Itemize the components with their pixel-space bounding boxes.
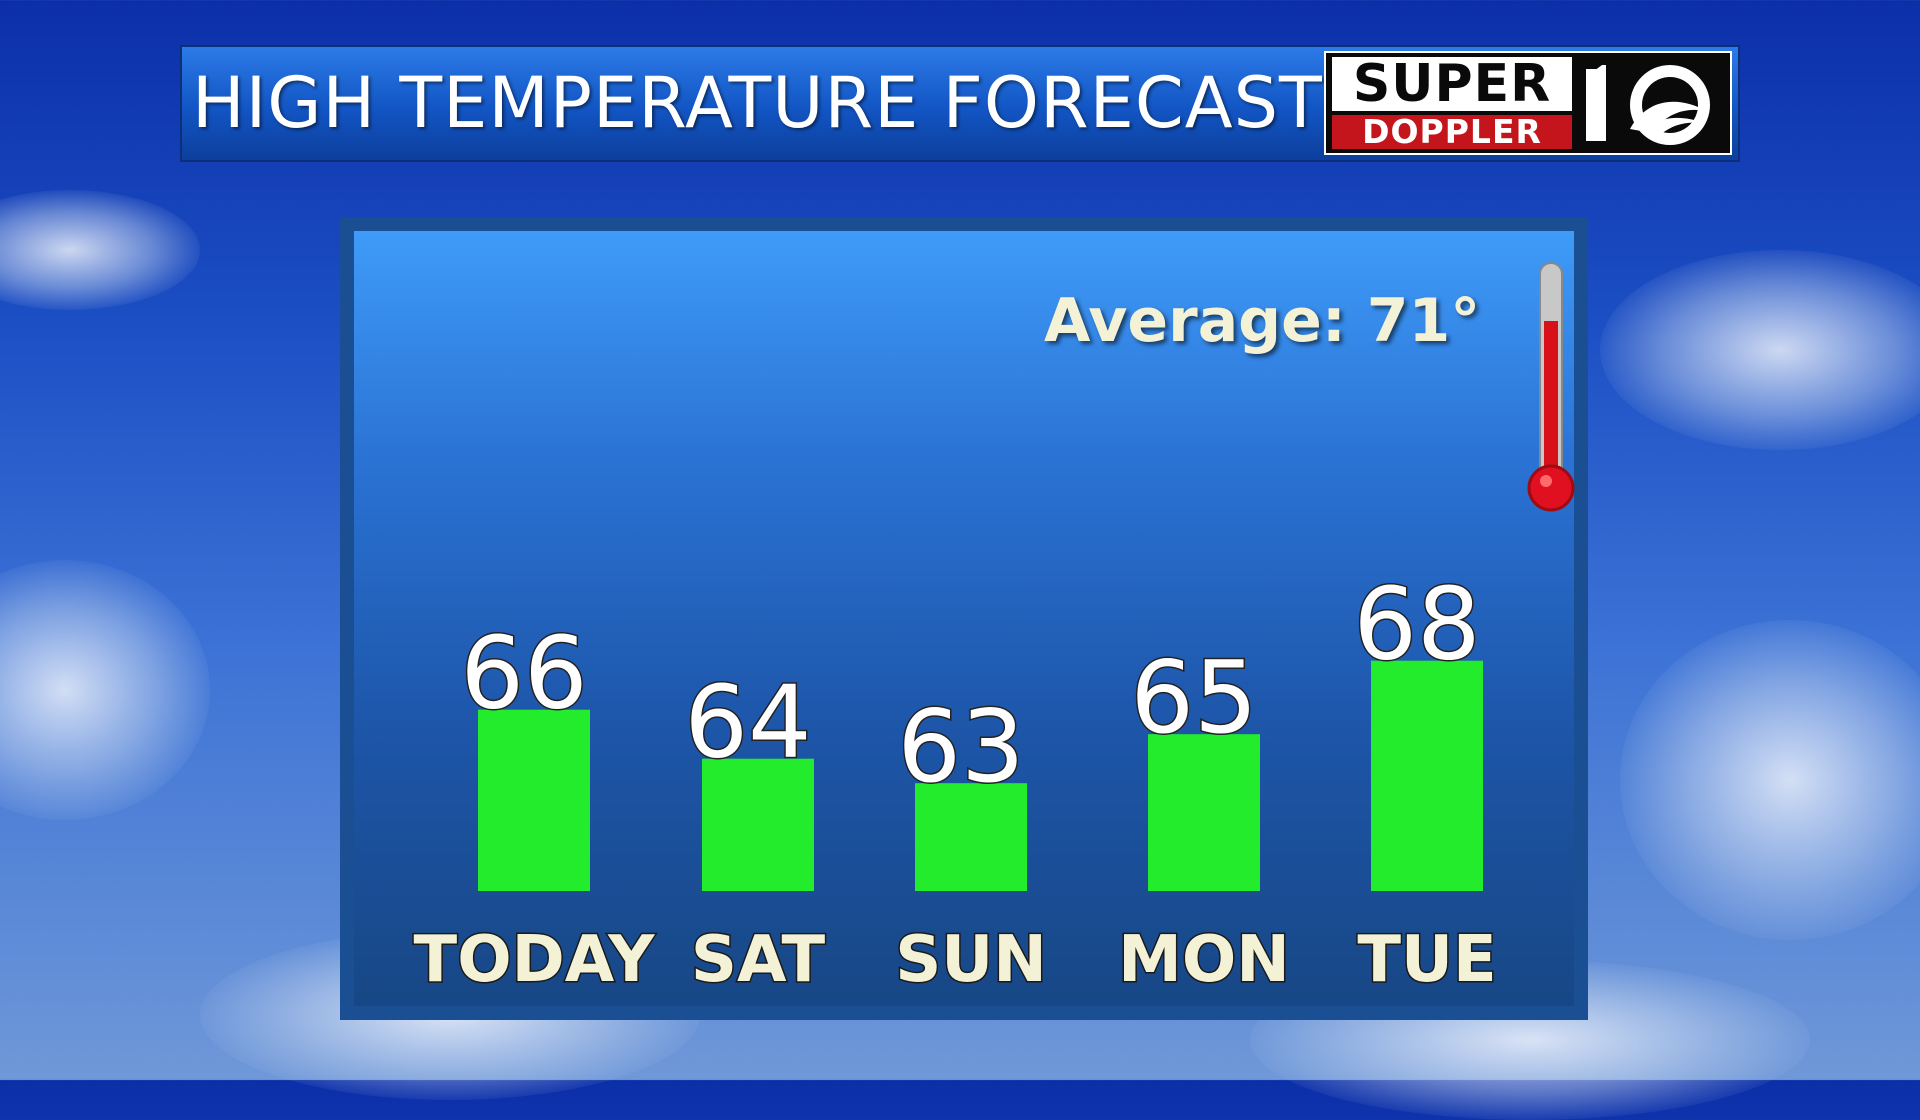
background-cloud xyxy=(0,560,210,820)
category-label: TUE xyxy=(1357,923,1496,997)
thermometer-icon xyxy=(1527,262,1575,512)
forecast-panel: Average: 71° 66 TODAY 64 SAT 63 SUN 65 MON 68 TUE xyxy=(340,217,1588,1020)
bar-value-label: 66 xyxy=(460,615,587,732)
category-label: SUN xyxy=(895,923,1047,997)
background-cloud xyxy=(0,190,200,310)
background-cloud xyxy=(1620,620,1920,940)
bar-value-label: 64 xyxy=(684,664,811,781)
logo-super-text: SUPER xyxy=(1332,57,1572,111)
category-label: SAT xyxy=(691,923,826,997)
category-label: MON xyxy=(1118,923,1290,997)
page-title: HIGH TEMPERATURE FORECAST xyxy=(192,62,1323,144)
bar-value-label: 65 xyxy=(1130,639,1257,756)
bar-today xyxy=(478,709,590,891)
bar-sat xyxy=(702,758,814,891)
station-logo: SUPER DOPPLER xyxy=(1324,51,1732,155)
wave-logo-icon xyxy=(1586,65,1710,145)
logo-doppler-text: DOPPLER xyxy=(1332,115,1572,149)
bar-mon xyxy=(1148,734,1260,891)
bar-tue xyxy=(1371,660,1483,891)
category-label: TODAY xyxy=(414,923,656,997)
title-bar: HIGH TEMPERATURE FORECAST SUPER DOPPLER xyxy=(180,45,1740,162)
bar-sun xyxy=(915,783,1027,891)
bar-value-label: 63 xyxy=(897,688,1024,805)
average-temperature-label: Average: 71° xyxy=(1044,286,1481,356)
background-cloud xyxy=(1600,250,1920,450)
bar-chart: 66 TODAY 64 SAT 63 SUN 65 MON 68 TUE xyxy=(412,564,1498,998)
bar-value-label: 68 xyxy=(1353,566,1480,683)
